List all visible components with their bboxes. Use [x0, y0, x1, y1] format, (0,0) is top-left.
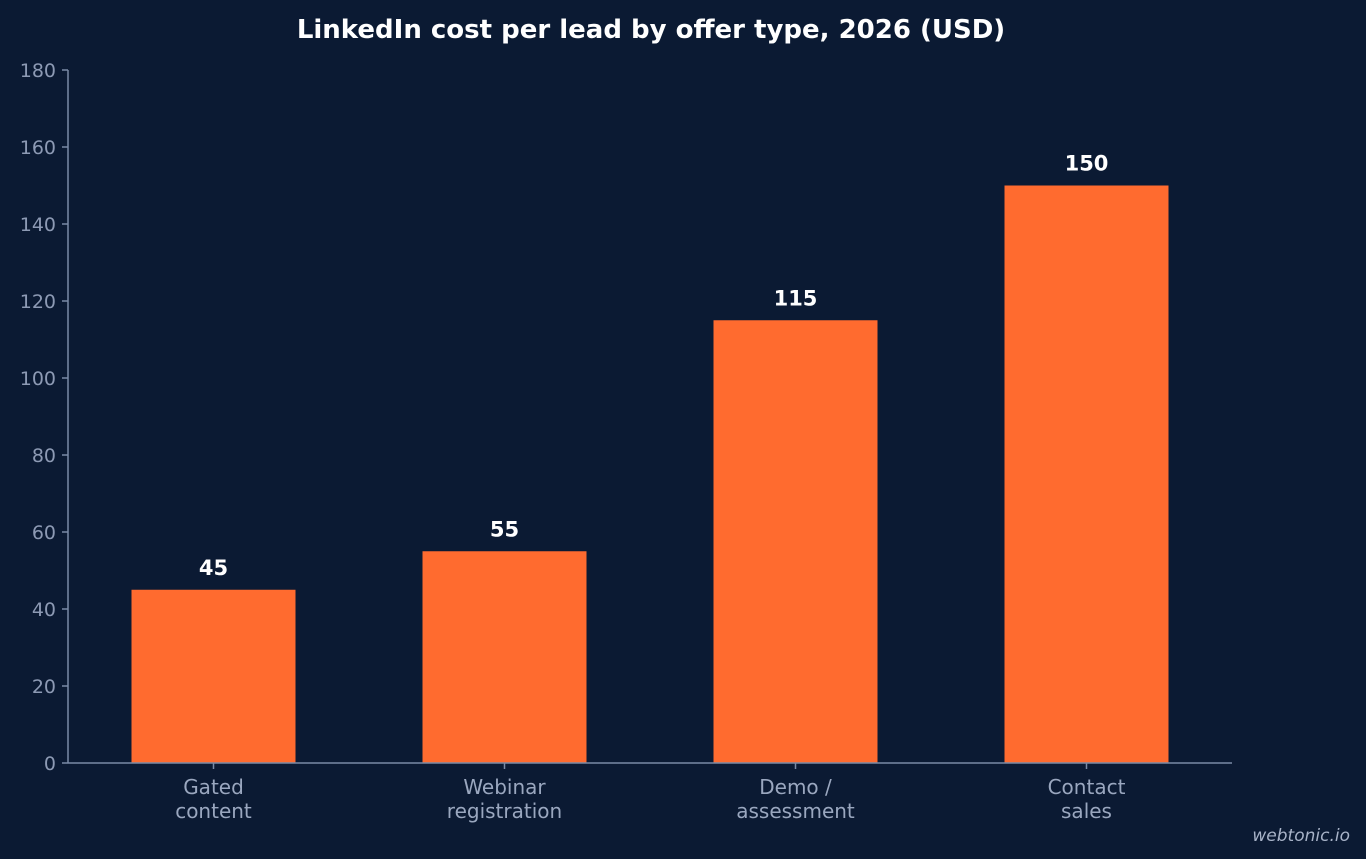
data-label: 150 — [1065, 152, 1109, 176]
x-tick-label: Webinar registration — [447, 775, 562, 823]
y-tick-label: 160 — [20, 137, 56, 159]
x-tick-label: Contact sales — [1048, 775, 1126, 823]
watermark-text: webtonic.io — [1252, 826, 1350, 846]
x-tick-label-line: Gated — [183, 775, 244, 799]
bar — [422, 551, 587, 763]
x-tick-label: Gated content — [175, 775, 252, 823]
bar — [131, 589, 296, 763]
y-axis: 0 20 40 60 80 100 120 140 160 180 — [20, 60, 69, 775]
y-tick-label: 120 — [20, 291, 56, 313]
y-tick-label: 20 — [32, 676, 56, 698]
y-tick-label: 180 — [20, 60, 56, 82]
x-tick-label: Demo / assessment — [736, 775, 855, 823]
data-label: 55 — [490, 517, 519, 541]
y-tick-label: 80 — [32, 445, 56, 467]
x-tick-label-line: Demo / — [759, 775, 832, 799]
y-tick-label: 0 — [44, 753, 56, 775]
bar — [1004, 185, 1169, 763]
x-axis: Gated content Webinar registration Demo / ass… — [68, 762, 1232, 823]
bar — [713, 320, 878, 763]
data-label: 45 — [199, 556, 228, 580]
chart-title: LinkedIn cost per lead by offer type, 20… — [297, 15, 1005, 45]
x-tick-label-line: assessment — [736, 799, 855, 823]
y-tick-label: 140 — [20, 214, 56, 236]
x-tick-label-line: Contact — [1048, 775, 1126, 799]
data-label: 115 — [774, 286, 818, 310]
y-tick-label: 60 — [32, 522, 56, 544]
y-tick-label: 40 — [32, 599, 56, 621]
bars: 45 55 115 150 — [131, 152, 1169, 763]
x-tick-label-line: registration — [447, 799, 562, 823]
x-tick-label-line: sales — [1061, 799, 1112, 823]
y-tick-label: 100 — [20, 368, 56, 390]
x-tick-label-line: content — [175, 799, 252, 823]
x-tick-label-line: Webinar — [463, 775, 546, 799]
